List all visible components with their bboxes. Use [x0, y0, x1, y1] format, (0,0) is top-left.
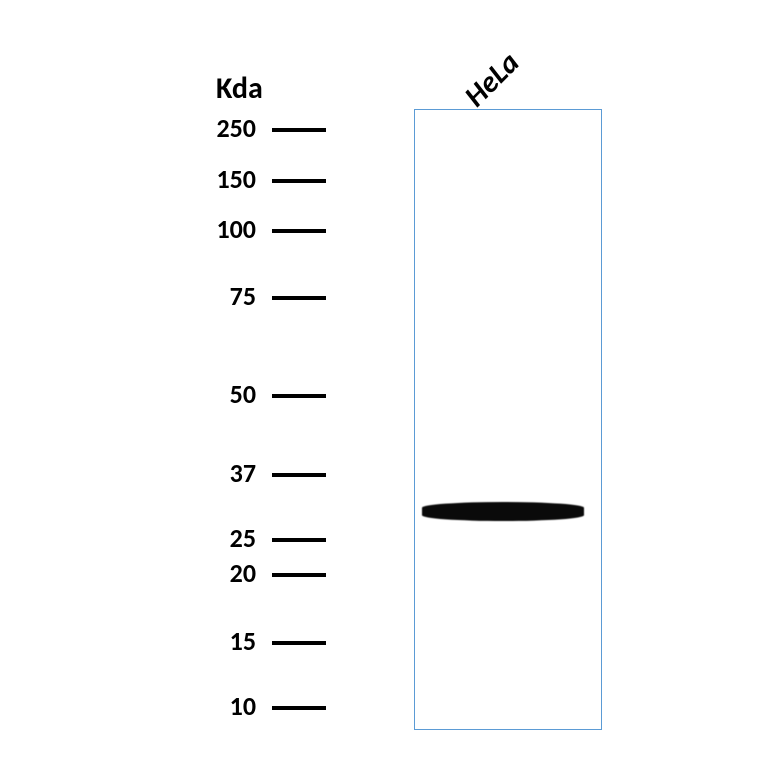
lane-label-hela: HeLa	[457, 44, 527, 114]
marker-tick-75	[272, 296, 326, 300]
marker-label-10: 10	[230, 690, 256, 722]
marker-label-15: 15	[230, 625, 256, 657]
unit-label: Kda	[216, 70, 263, 107]
marker-label-250: 250	[216, 112, 256, 144]
western-blot-figure: Kda HeLa 250 150 100 75 50 37 25 20 15 1…	[0, 0, 764, 764]
blot-lane	[414, 109, 602, 730]
marker-label-25: 25	[230, 522, 256, 554]
marker-tick-15	[272, 641, 326, 645]
marker-tick-100	[272, 229, 326, 233]
marker-label-100: 100	[216, 213, 256, 245]
marker-tick-250	[272, 128, 326, 132]
marker-label-20: 20	[230, 557, 256, 589]
protein-band	[422, 502, 584, 521]
marker-label-37: 37	[230, 457, 256, 489]
marker-label-150: 150	[216, 163, 256, 195]
marker-tick-20	[272, 573, 326, 577]
marker-tick-10	[272, 706, 326, 710]
marker-tick-150	[272, 179, 326, 183]
marker-label-50: 50	[230, 378, 256, 410]
marker-tick-37	[272, 473, 326, 477]
marker-label-75: 75	[230, 280, 256, 312]
marker-tick-50	[272, 394, 326, 398]
marker-tick-25	[272, 538, 326, 542]
